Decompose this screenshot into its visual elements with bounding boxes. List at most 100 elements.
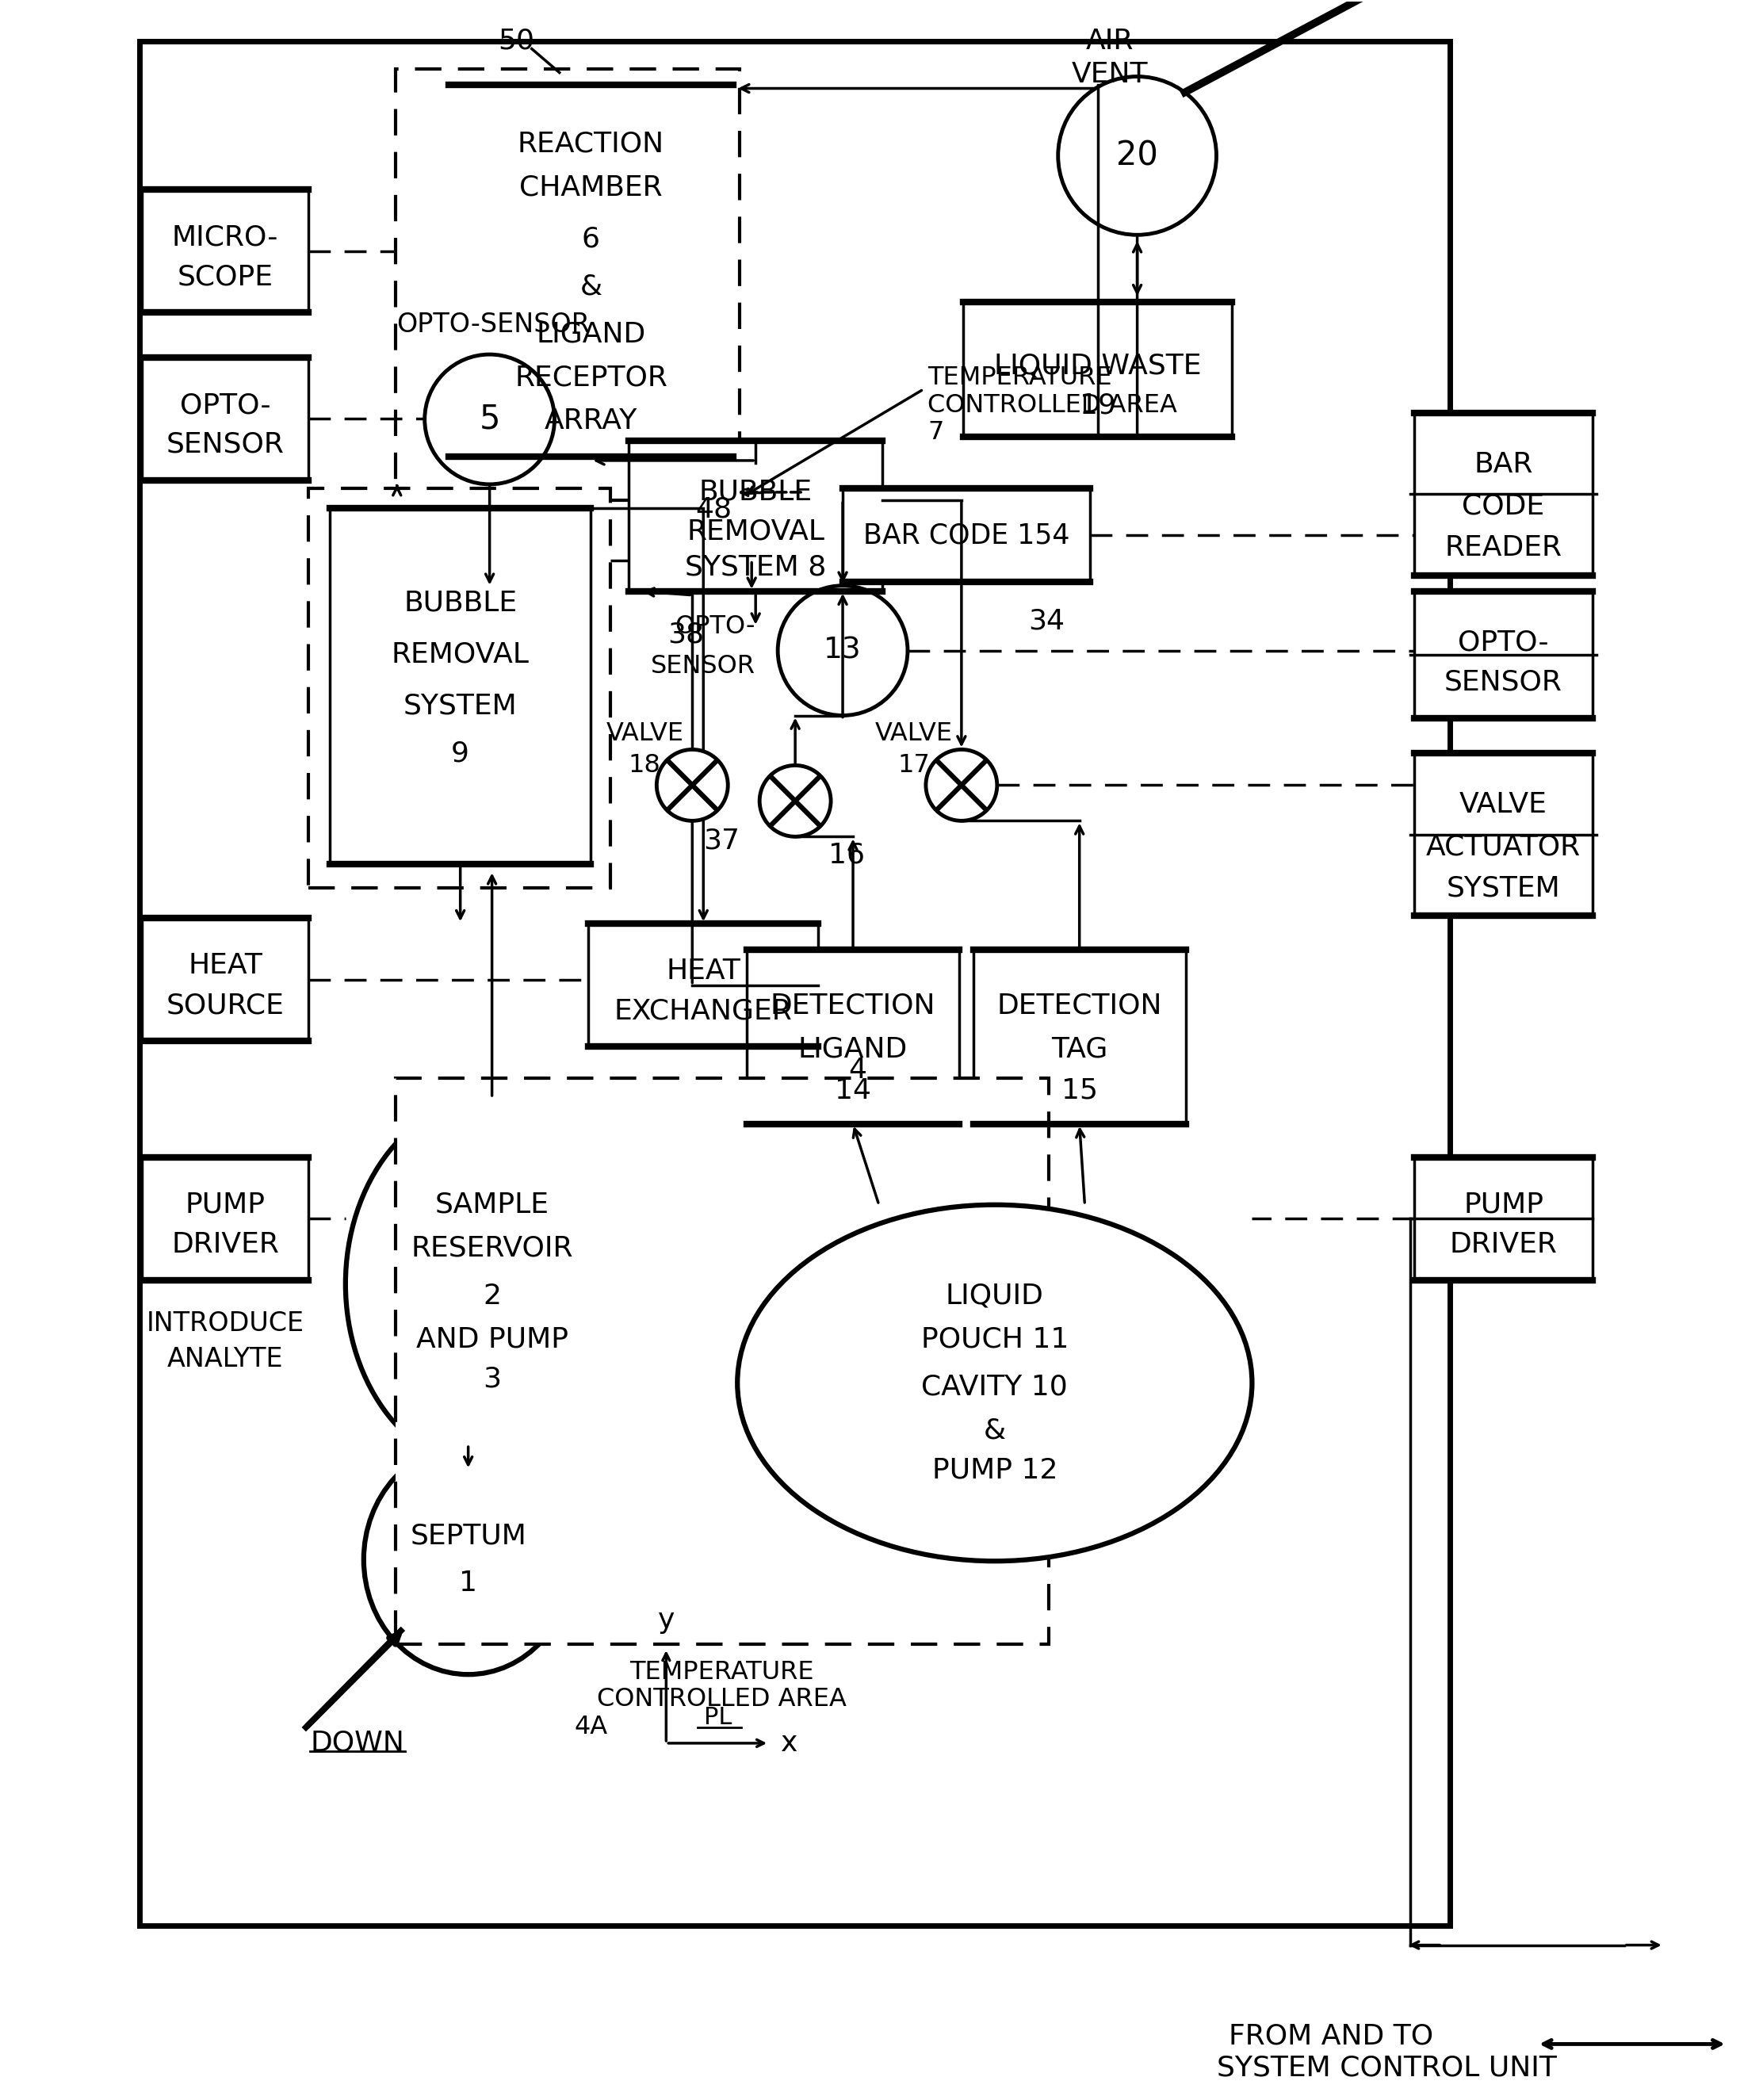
Text: MICRO-: MICRO- [173, 225, 279, 250]
Text: REMOVAL: REMOVAL [391, 640, 529, 668]
Text: 20: 20 [1116, 139, 1158, 172]
Text: PUMP: PUMP [185, 1191, 264, 1218]
Text: DETECTION: DETECTION [770, 991, 936, 1018]
Bar [139, 40, 1449, 1926]
Text: INTRODUCE: INTRODUCE [146, 1310, 303, 1336]
Circle shape [656, 750, 728, 821]
Text: 3: 3 [483, 1365, 501, 1392]
Text: 16: 16 [829, 842, 866, 867]
Text: HEAT: HEAT [189, 951, 263, 979]
Bar [1414, 1157, 1592, 1281]
Bar [1414, 754, 1592, 916]
Text: RESERVOIR: RESERVOIR [411, 1235, 573, 1262]
Text: DOWN: DOWN [310, 1730, 404, 1758]
Bar [748, 949, 959, 1123]
Text: POUCH 11: POUCH 11 [920, 1325, 1068, 1352]
Text: 38: 38 [668, 622, 703, 649]
Text: 15: 15 [1061, 1077, 1098, 1105]
Text: ARRAY: ARRAY [545, 407, 638, 435]
Text: 2: 2 [483, 1283, 501, 1308]
Text: 6: 6 [582, 225, 599, 252]
Bar [973, 949, 1185, 1123]
Bar [843, 487, 1090, 582]
Text: 1: 1 [458, 1571, 478, 1596]
Text: VALVE: VALVE [606, 722, 684, 746]
Text: &: & [984, 1418, 1007, 1445]
Text: 9: 9 [451, 739, 469, 766]
Text: VENT: VENT [1072, 61, 1148, 88]
Bar [1414, 414, 1592, 575]
Bar [143, 1157, 309, 1281]
Bar [629, 441, 882, 592]
Ellipse shape [346, 1098, 638, 1470]
Text: SYSTEM: SYSTEM [1446, 874, 1560, 901]
Text: SCOPE: SCOPE [178, 262, 273, 290]
Text: OPTO-: OPTO- [180, 391, 270, 418]
Text: CAVITY 10: CAVITY 10 [922, 1373, 1068, 1401]
Text: SYSTEM: SYSTEM [404, 693, 517, 720]
Text: OPTO-: OPTO- [1458, 630, 1548, 655]
Text: 19: 19 [1079, 391, 1116, 418]
Text: BUBBLE: BUBBLE [404, 590, 517, 617]
Text: 48: 48 [695, 496, 732, 523]
Text: 34: 34 [1028, 607, 1065, 634]
Text: SENSOR: SENSOR [1444, 668, 1562, 695]
Text: 37: 37 [703, 827, 740, 855]
Text: BAR CODE 154: BAR CODE 154 [862, 523, 1070, 550]
Text: SOURCE: SOURCE [166, 991, 284, 1018]
Circle shape [1058, 76, 1216, 235]
Ellipse shape [363, 1445, 573, 1674]
Text: 13: 13 [823, 636, 862, 666]
Text: AND PUMP: AND PUMP [416, 1325, 568, 1352]
Text: LIQUID: LIQUID [945, 1283, 1044, 1308]
Bar [330, 508, 591, 865]
Text: BAR: BAR [1474, 451, 1532, 479]
Text: 5: 5 [480, 403, 501, 437]
Text: DRIVER: DRIVER [1449, 1231, 1557, 1258]
Text: EXCHANGER: EXCHANGER [614, 997, 792, 1025]
Text: SYSTEM 8: SYSTEM 8 [684, 554, 827, 582]
Text: 4: 4 [848, 1056, 867, 1084]
Text: 7: 7 [927, 420, 943, 445]
Bar [589, 924, 818, 1046]
Text: 17: 17 [897, 754, 931, 777]
Bar [448, 84, 733, 456]
Text: TEMPERATURE: TEMPERATURE [629, 1659, 815, 1684]
Circle shape [425, 355, 555, 485]
Text: REMOVAL: REMOVAL [686, 519, 825, 546]
Text: y: y [658, 1606, 675, 1634]
Text: HEAT: HEAT [666, 958, 740, 985]
Text: LIQUID WASTE: LIQUID WASTE [994, 353, 1201, 378]
Text: 50: 50 [497, 27, 534, 55]
Text: SEPTUM: SEPTUM [411, 1522, 527, 1550]
Text: SENSOR: SENSOR [651, 653, 756, 678]
Text: VALVE: VALVE [1460, 792, 1548, 819]
Text: LIGAND: LIGAND [799, 1035, 908, 1063]
Text: FROM AND TO: FROM AND TO [1229, 2022, 1433, 2050]
Text: PUMP 12: PUMP 12 [933, 1457, 1058, 1483]
Text: DETECTION: DETECTION [996, 991, 1162, 1018]
Text: SAMPLE: SAMPLE [435, 1191, 548, 1218]
Text: SENSOR: SENSOR [166, 430, 284, 458]
Text: 14: 14 [834, 1077, 871, 1105]
Ellipse shape [737, 1205, 1252, 1560]
Text: ANALYTE: ANALYTE [167, 1346, 284, 1371]
Text: 4A: 4A [575, 1716, 608, 1739]
Bar [395, 1077, 1049, 1644]
Circle shape [777, 586, 908, 716]
Text: CODE: CODE [1462, 493, 1544, 521]
Bar [395, 69, 740, 500]
Text: x: x [781, 1730, 797, 1758]
Text: READER: READER [1444, 533, 1562, 561]
Bar [1414, 592, 1592, 718]
Text: AIR: AIR [1086, 27, 1134, 55]
Text: OPTO-: OPTO- [675, 615, 756, 638]
Bar [143, 357, 309, 481]
Bar [143, 918, 309, 1042]
Text: CONTROLLED AREA: CONTROLLED AREA [598, 1688, 846, 1711]
Text: 18: 18 [629, 754, 661, 777]
Text: ACTUATOR: ACTUATOR [1426, 834, 1581, 861]
Bar [963, 302, 1232, 437]
Text: PUMP: PUMP [1463, 1191, 1543, 1218]
Circle shape [760, 764, 830, 836]
